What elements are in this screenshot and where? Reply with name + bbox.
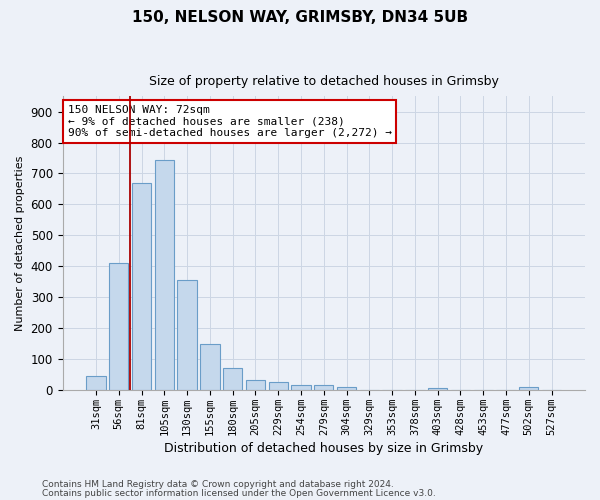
X-axis label: Distribution of detached houses by size in Grimsby: Distribution of detached houses by size … bbox=[164, 442, 484, 455]
Text: 150, NELSON WAY, GRIMSBY, DN34 5UB: 150, NELSON WAY, GRIMSBY, DN34 5UB bbox=[132, 10, 468, 25]
Text: Contains HM Land Registry data © Crown copyright and database right 2024.: Contains HM Land Registry data © Crown c… bbox=[42, 480, 394, 489]
Y-axis label: Number of detached properties: Number of detached properties bbox=[15, 156, 25, 330]
Bar bbox=[428, 388, 448, 390]
Text: 150 NELSON WAY: 72sqm
← 9% of detached houses are smaller (238)
90% of semi-deta: 150 NELSON WAY: 72sqm ← 9% of detached h… bbox=[68, 105, 392, 138]
Bar bbox=[223, 368, 242, 390]
Bar bbox=[314, 386, 334, 390]
Bar bbox=[292, 386, 311, 390]
Bar bbox=[132, 182, 151, 390]
Bar bbox=[86, 376, 106, 390]
Text: Contains public sector information licensed under the Open Government Licence v3: Contains public sector information licen… bbox=[42, 488, 436, 498]
Bar bbox=[246, 380, 265, 390]
Bar bbox=[155, 160, 174, 390]
Bar bbox=[109, 263, 128, 390]
Bar bbox=[519, 388, 538, 390]
Bar bbox=[200, 344, 220, 390]
Title: Size of property relative to detached houses in Grimsby: Size of property relative to detached ho… bbox=[149, 75, 499, 88]
Bar bbox=[178, 280, 197, 390]
Bar bbox=[269, 382, 288, 390]
Bar bbox=[337, 388, 356, 390]
